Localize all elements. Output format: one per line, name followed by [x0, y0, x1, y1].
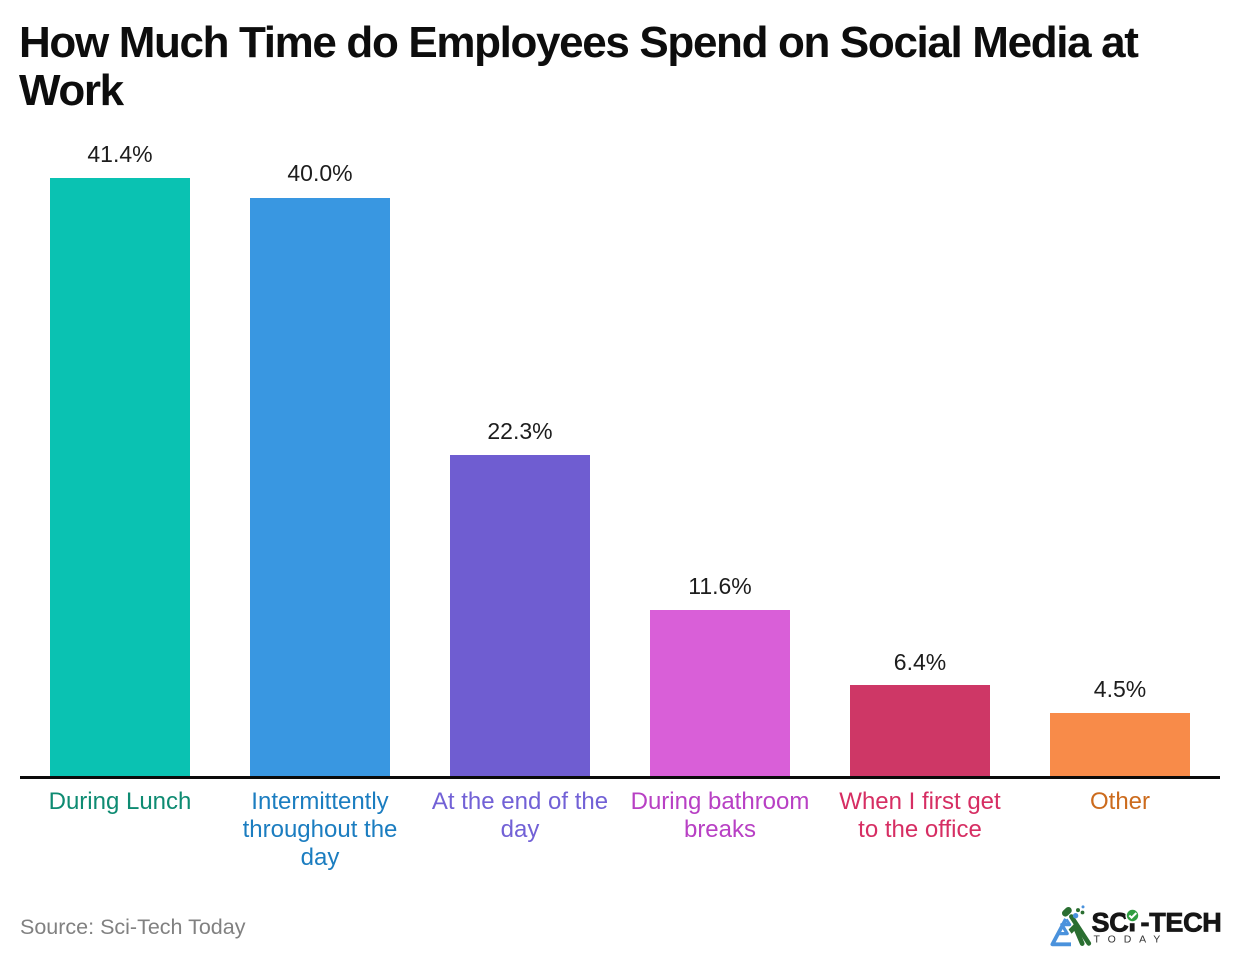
svg-text:TODAY: TODAY [1094, 934, 1169, 946]
svg-text:SC: SC [1092, 908, 1129, 938]
svg-text:-TECH: -TECH [1141, 908, 1222, 938]
